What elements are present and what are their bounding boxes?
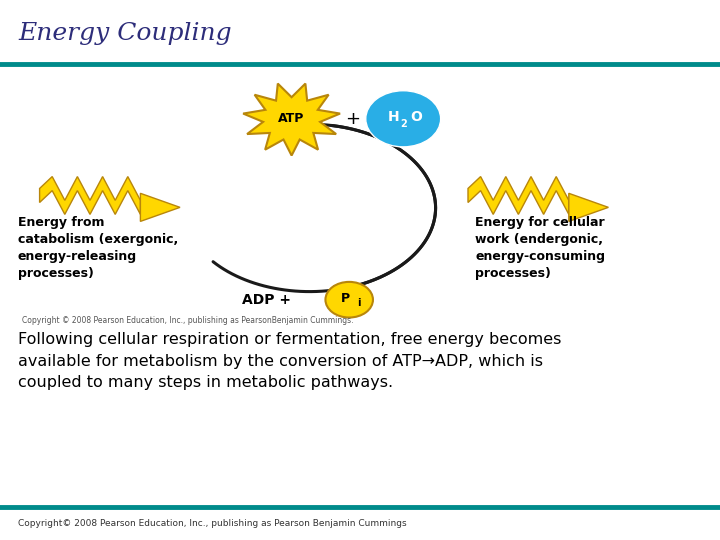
Text: Following cellular respiration or fermentation, free energy becomes
available fo: Following cellular respiration or fermen… [18,332,562,390]
Text: P: P [341,292,350,305]
Circle shape [325,282,373,318]
Text: Copyright© 2008 Pearson Education, Inc., publishing as Pearson Benjamin Cummings: Copyright© 2008 Pearson Education, Inc.,… [18,519,407,528]
Text: 2: 2 [400,119,408,129]
Text: Energy for cellular
work (endergonic,
energy-consuming
processes): Energy for cellular work (endergonic, en… [475,216,606,280]
Text: i: i [357,298,360,308]
Polygon shape [140,193,180,221]
Text: O: O [410,110,422,124]
Text: Energy from
catabolism (exergonic,
energy-releasing
processes): Energy from catabolism (exergonic, energ… [18,216,179,280]
Text: Energy Coupling: Energy Coupling [18,22,232,45]
Polygon shape [569,193,608,221]
Circle shape [366,91,441,147]
Polygon shape [468,177,569,214]
Text: Copyright © 2008 Pearson Education, Inc., publishing as PearsonBenjamin Cummings: Copyright © 2008 Pearson Education, Inc.… [22,316,353,325]
Text: +: + [346,110,360,128]
Text: ATP: ATP [279,112,305,125]
Text: H: H [388,110,400,124]
Polygon shape [243,84,340,156]
Polygon shape [40,177,140,214]
Text: ADP +: ADP + [242,293,291,307]
